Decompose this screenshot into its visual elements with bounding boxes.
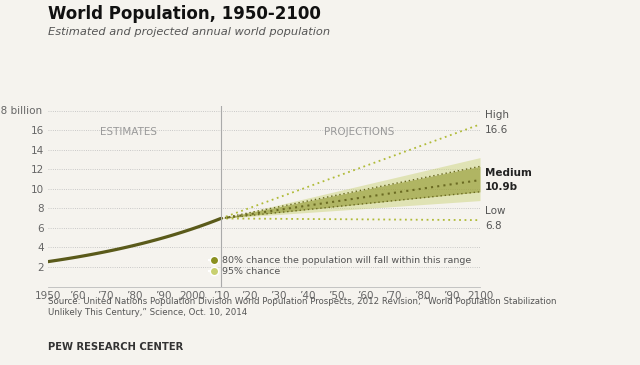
Text: Medium: Medium xyxy=(485,168,532,178)
Text: World Population, 1950-2100: World Population, 1950-2100 xyxy=(48,5,321,23)
Text: 10.9b: 10.9b xyxy=(485,182,518,192)
Text: ESTIMATES: ESTIMATES xyxy=(100,127,157,137)
Text: 16.6: 16.6 xyxy=(485,125,508,135)
Text: PROJECTIONS: PROJECTIONS xyxy=(324,127,394,137)
Text: PEW RESEARCH CENTER: PEW RESEARCH CENTER xyxy=(48,342,183,352)
Text: High: High xyxy=(485,110,509,120)
Text: Source: United Nations Population Division World Population Prospects, 2012 Revi: Source: United Nations Population Divisi… xyxy=(48,297,557,317)
Text: 6.8: 6.8 xyxy=(485,220,502,231)
Text: 18 billion: 18 billion xyxy=(0,106,42,116)
Text: Estimated and projected annual world population: Estimated and projected annual world pop… xyxy=(48,27,330,37)
Text: Low: Low xyxy=(485,206,506,216)
Legend: 80% chance the population will fall within this range, 95% chance: 80% chance the population will fall with… xyxy=(205,252,476,280)
